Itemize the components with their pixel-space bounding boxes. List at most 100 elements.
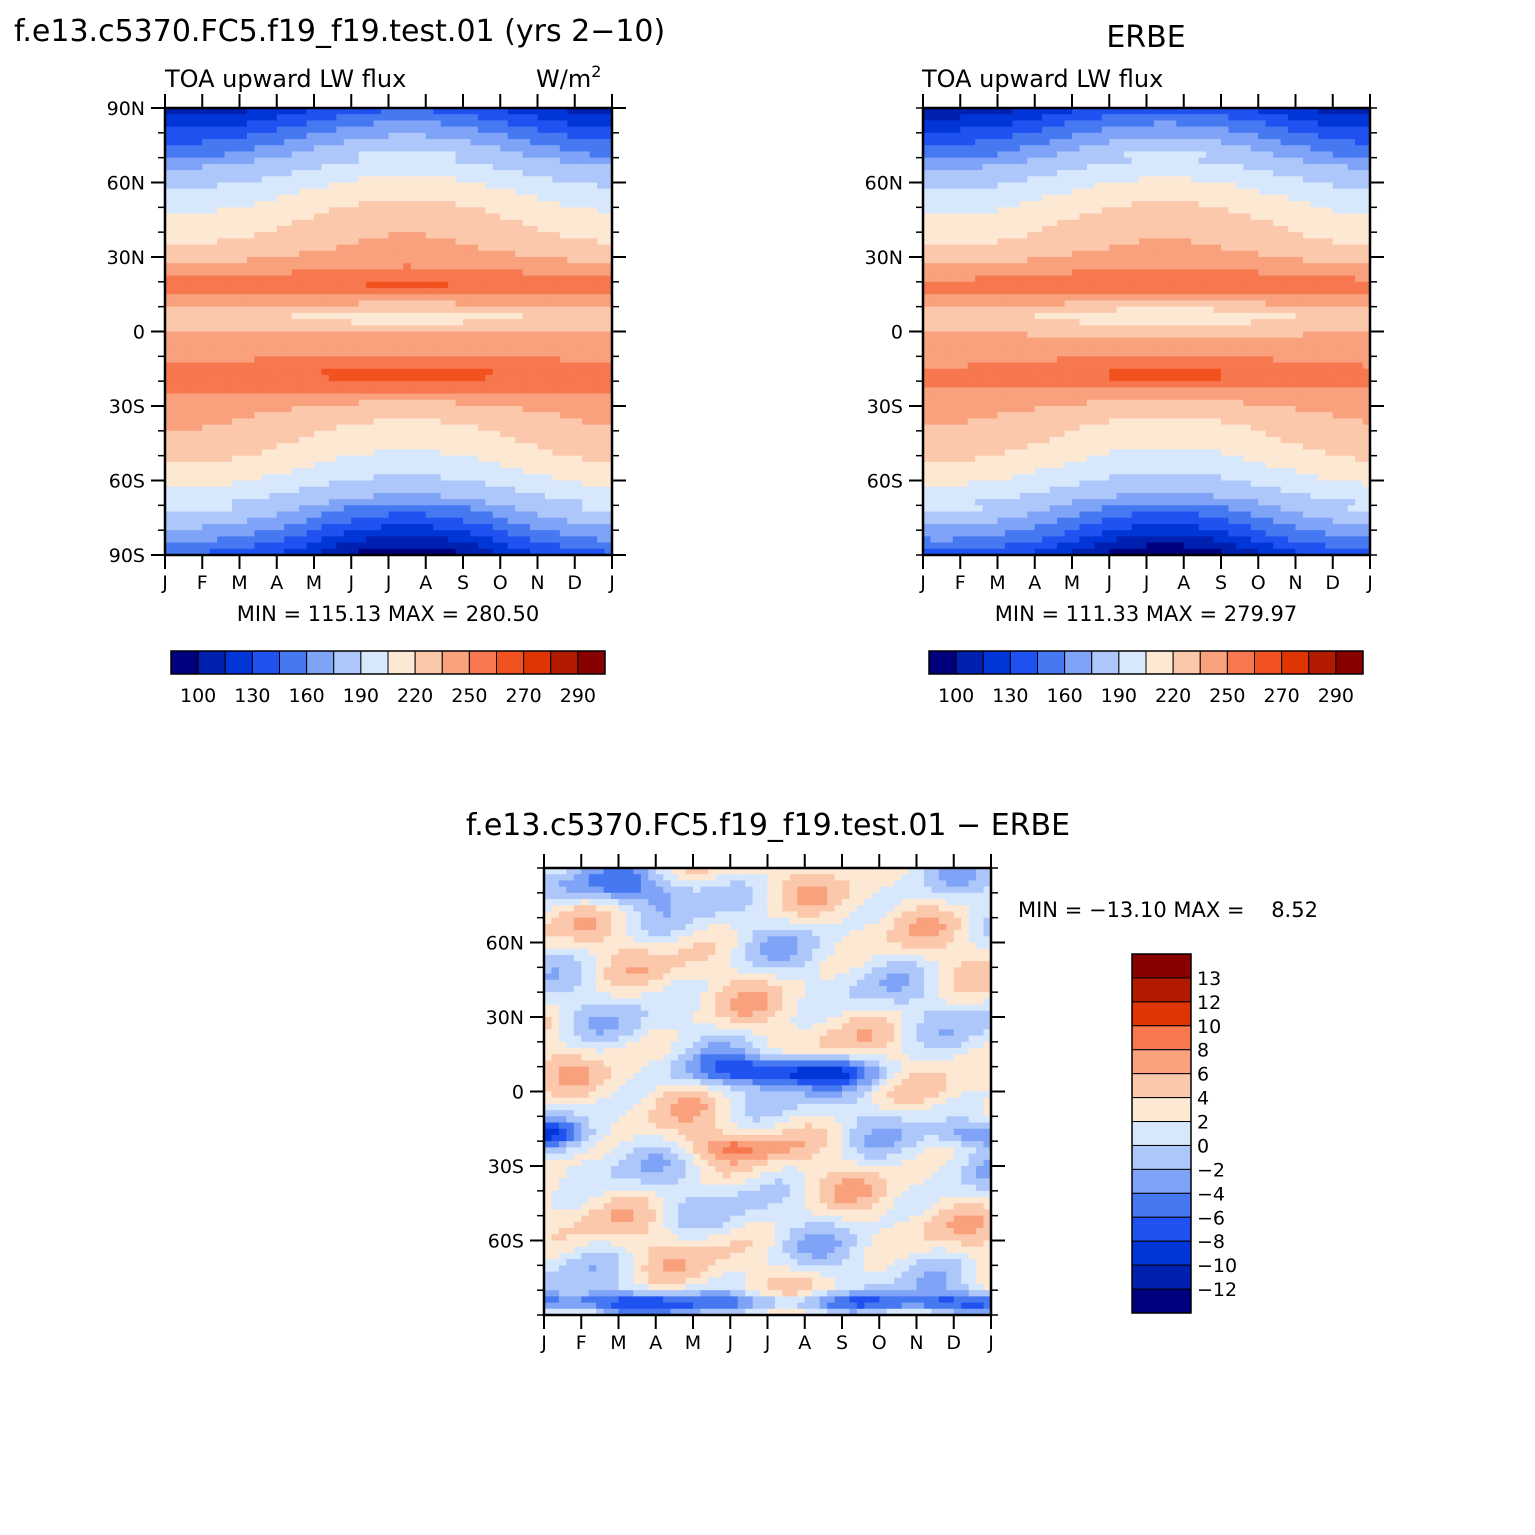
model-cell [448,306,457,314]
obs-cell [1250,114,1259,122]
model-cell [433,499,442,506]
model-cell [187,163,196,171]
model-cell [507,157,516,165]
model-cell [224,486,233,494]
model-cell [537,325,546,333]
model-cell [381,232,390,239]
model-cell [261,132,270,140]
model-cell [425,244,434,252]
model-cell [284,412,293,420]
model-cell [351,455,360,463]
model-cell [455,132,464,140]
obs-cell [1146,139,1155,146]
model-cell [388,170,397,177]
model-cell [485,182,494,190]
model-cell [314,244,323,252]
model-cell [343,430,352,438]
model-cell [179,523,188,531]
model-cell [470,474,479,482]
obs-cell [975,126,984,134]
model-cell [395,480,404,488]
model-cell [232,269,241,277]
model-cell [179,536,188,544]
model-cell [433,523,442,531]
model-cell [582,356,591,364]
model-cell [574,300,583,308]
model-cell [567,418,576,426]
model-cell [179,374,188,382]
model-cell [217,412,226,420]
model-cell [589,312,598,320]
obs-cell [1221,145,1230,153]
model-cell [314,474,323,482]
model-cell [306,232,315,239]
model-cell [410,108,419,115]
model-cell [246,449,255,457]
model-cell [202,108,211,115]
obs-cell [1235,120,1244,128]
model-cell [299,157,308,165]
model-cell [433,213,442,221]
model-cell [395,468,404,475]
model-cell [351,492,360,500]
model-cell [179,250,188,258]
obs-cell [930,126,939,134]
model-cell [381,139,390,146]
model-cell [470,461,479,469]
model-cell [224,530,233,537]
model-cell [202,213,211,221]
model-cell [485,194,494,202]
model-cell [291,238,300,246]
model-cell [544,461,553,469]
obs-cell [1139,139,1148,146]
model-cell [448,486,457,494]
model-cell [202,120,211,128]
obs-cell [960,114,969,122]
model-cell [433,536,442,544]
model-cell [589,232,598,239]
obs-cell [1049,151,1058,159]
obs-cell [945,108,954,115]
model-cell [544,281,553,289]
model-cell [254,257,263,264]
obs-cell [997,157,1006,165]
obs-cell [1064,114,1073,122]
model-cell [299,139,308,146]
model-cell [597,536,606,544]
model-cell [343,232,352,239]
model-cell [477,157,486,165]
model-cell [202,269,211,277]
model-cell [306,337,315,345]
model-cell [537,536,546,544]
model-cell [194,219,203,227]
model-cell [455,281,464,289]
model-cell [589,499,598,506]
model-cell [492,523,501,531]
model-cell [440,176,449,184]
model-cell [537,511,546,519]
model-cell [589,170,598,177]
obs-cell [1004,108,1013,115]
model-cell [418,468,427,475]
model-xtick-label: F [197,572,208,594]
model-cell [321,244,330,252]
model-cell [567,461,576,469]
model-cell [328,176,337,184]
model-cell [395,430,404,438]
model-cell [500,393,509,401]
model-cell [574,114,583,122]
model-cell [448,238,457,246]
model-cell [246,480,255,488]
obs-cell [990,151,999,159]
model-cell [381,337,390,345]
model-cell [276,368,285,376]
model-cell [179,461,188,469]
model-cell [544,406,553,413]
model-cell [239,201,248,208]
model-cell [321,387,330,395]
model-cell [500,362,509,370]
model-cell [172,399,181,407]
model-cell [507,300,516,308]
model-cell [366,406,375,413]
model-cell [261,499,270,506]
